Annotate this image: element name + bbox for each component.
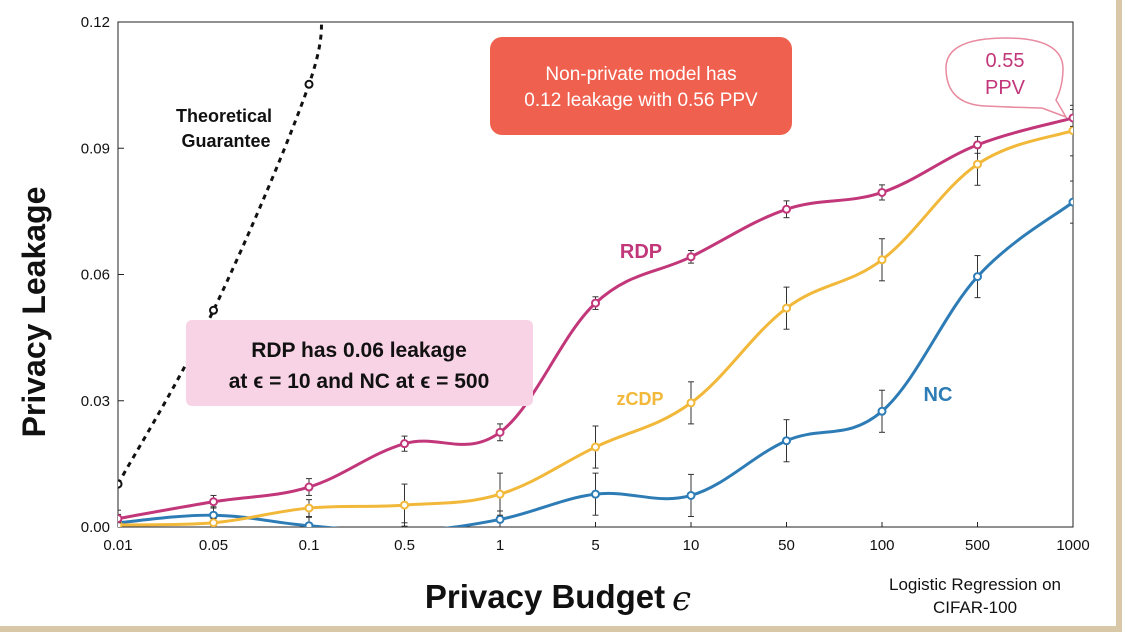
data-point	[495, 489, 505, 499]
series-nc	[118, 180, 1073, 527]
data-point	[1068, 197, 1073, 207]
x-tick-label: 500	[965, 537, 990, 554]
non-private-callout-box	[490, 37, 792, 135]
x-tick-label: 100	[869, 537, 894, 554]
data-point	[209, 497, 218, 507]
data-point	[1068, 126, 1073, 136]
rdp-callout-line-2: at ϵ = 10 and NC at ϵ = 500	[229, 370, 490, 393]
data-point	[118, 514, 123, 524]
data-point	[686, 490, 696, 500]
data-point	[304, 503, 314, 513]
data-point	[495, 427, 505, 437]
x-tick-label: 1000	[1056, 537, 1089, 554]
x-tick-label: 1	[496, 537, 504, 554]
rdp-callout-box	[186, 320, 533, 406]
data-point	[304, 521, 314, 527]
data-point	[973, 272, 982, 282]
theory-label-line-1: Theoretical	[176, 106, 272, 126]
x-tick-label: 10	[683, 537, 700, 554]
data-point	[877, 255, 887, 265]
series-layer	[118, 22, 1073, 527]
y-axis-title: Privacy Leakage	[16, 187, 52, 438]
ppv-bubble-line-1: 0.55	[986, 50, 1025, 72]
y-axis: 0.00 0.03 0.06 0.09 0.12	[81, 14, 124, 536]
theory-label-line-2: Guarantee	[181, 131, 270, 151]
data-point	[686, 252, 696, 262]
data-point	[591, 489, 600, 499]
x-tick-label: 0.05	[199, 537, 228, 554]
y-tick-label: 0.00	[81, 519, 110, 536]
series-label-zcdp: zCDP	[616, 389, 663, 409]
frame-border-right	[1116, 0, 1122, 632]
data-point	[495, 514, 505, 524]
data-point	[877, 187, 887, 197]
x-tick-label: 0.1	[299, 537, 320, 554]
series-label-rdp: RDP	[620, 241, 662, 263]
data-point	[973, 140, 982, 150]
y-tick-label: 0.06	[81, 267, 110, 284]
y-tick-label: 0.03	[81, 393, 110, 410]
data-point	[782, 204, 791, 214]
data-point	[304, 79, 314, 89]
data-point	[209, 305, 218, 315]
non-private-callout-line-1: Non-private model has	[545, 64, 736, 85]
y-tick-label: 0.12	[81, 14, 110, 31]
data-point	[400, 439, 409, 449]
theory-curve	[118, 22, 323, 485]
x-axis-symbol: ϵ	[672, 579, 691, 619]
data-point	[686, 398, 696, 408]
non-private-callout-line-2: 0.12 leakage with 0.56 PPV	[524, 90, 758, 111]
series-zcdp	[118, 104, 1073, 527]
data-point	[591, 442, 600, 452]
data-point	[591, 298, 600, 308]
caption-line-1: Logistic Regression on	[889, 575, 1061, 594]
data-point	[877, 406, 887, 416]
series-theoretical-guarantee	[118, 22, 323, 489]
data-point	[209, 510, 218, 520]
ppv-speech-bubble	[945, 37, 1068, 119]
ppv-bubble-line-2: PPV	[985, 77, 1026, 99]
data-point	[973, 159, 982, 169]
data-point	[209, 518, 218, 527]
data-point	[782, 436, 791, 446]
x-tick-label: 5	[591, 537, 599, 554]
data-point	[400, 500, 409, 510]
series-line	[118, 129, 1073, 527]
data-point	[1068, 113, 1073, 123]
caption-line-2: CIFAR-100	[933, 598, 1017, 617]
data-point	[118, 479, 123, 489]
x-tick-label: 50	[778, 537, 795, 554]
series-rdp	[118, 109, 1073, 524]
x-tick-label: 0.5	[394, 537, 415, 554]
data-point	[782, 303, 791, 313]
frame-border-bottom	[0, 626, 1122, 632]
x-tick-label: 0.01	[103, 537, 132, 554]
series-label-nc: NC	[924, 384, 953, 406]
rdp-callout-line-1: RDP has 0.06 leakage	[251, 339, 467, 362]
x-axis-title: Privacy Budget	[425, 578, 665, 615]
series-line	[118, 200, 1073, 527]
data-point	[402, 526, 407, 527]
y-tick-label: 0.09	[81, 140, 110, 157]
data-point	[304, 482, 314, 492]
